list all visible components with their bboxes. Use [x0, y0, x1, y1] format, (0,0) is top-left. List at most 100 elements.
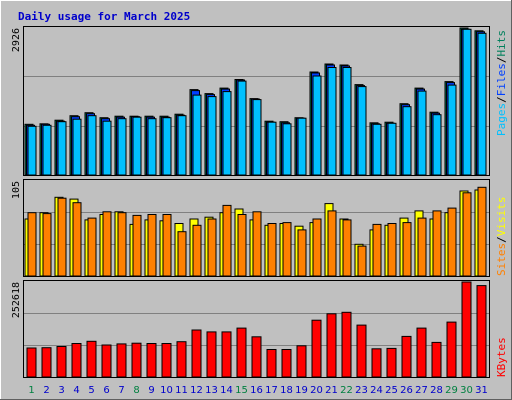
legend-kbytes: KBytes [495, 337, 508, 377]
x-label-day-10: 10 [160, 385, 173, 396]
bar-sites-day-13 [207, 218, 217, 277]
x-label-day-14: 14 [220, 385, 233, 396]
bar-pages-day-8 [132, 116, 142, 176]
legend-entry-0-0: Pages [495, 103, 508, 136]
x-label-day-16: 16 [250, 385, 263, 396]
bar-kbytes-day-18 [281, 349, 292, 378]
bar-kbytes-day-12 [191, 329, 202, 378]
bar-kbytes-day-31 [476, 285, 487, 378]
bar-sites-day-21 [327, 210, 337, 277]
bar-pages-day-5 [87, 115, 97, 176]
legend-entry-0-4: Hits [495, 30, 508, 57]
bar-kbytes-day-16 [251, 336, 262, 378]
bar-sites-day-29 [447, 207, 457, 277]
bar-kbytes-day-1 [26, 347, 37, 378]
bar-kbytes-day-15 [236, 327, 247, 378]
x-label-day-17: 17 [265, 385, 278, 396]
bar-pages-day-4 [72, 118, 82, 176]
bar-pages-day-31 [477, 32, 487, 176]
bar-pages-day-16 [252, 99, 262, 176]
x-label-day-15: 15 [235, 385, 248, 396]
bar-sites-day-3 [57, 197, 67, 277]
x-label-day-7: 7 [118, 385, 124, 396]
bar-kbytes-day-27 [416, 327, 427, 378]
bars-hits-files-pages [24, 27, 487, 176]
x-label-day-28: 28 [430, 385, 443, 396]
bar-kbytes-day-2 [41, 347, 52, 378]
bar-pages-day-2 [42, 124, 52, 176]
bar-kbytes-day-30 [461, 281, 472, 378]
bar-kbytes-day-20 [311, 319, 322, 378]
ymax-label-visits: 105 [11, 181, 22, 199]
bar-kbytes-day-22 [341, 311, 352, 378]
x-label-day-21: 21 [325, 385, 338, 396]
bar-kbytes-day-19 [296, 345, 307, 378]
bar-sites-day-22 [342, 219, 352, 277]
bar-sites-day-23 [357, 245, 367, 277]
x-label-day-11: 11 [175, 385, 188, 396]
bar-sites-day-16 [252, 211, 262, 277]
bar-kbytes-day-6 [101, 344, 112, 378]
x-label-day-19: 19 [295, 385, 308, 396]
bar-sites-day-12 [192, 224, 202, 277]
bar-kbytes-day-8 [131, 342, 142, 378]
bar-sites-day-18 [282, 222, 292, 277]
bar-pages-day-7 [117, 118, 127, 176]
bar-pages-day-30 [462, 28, 472, 176]
bar-pages-day-26 [402, 106, 412, 176]
bars-kbytes [26, 281, 487, 378]
x-label-day-13: 13 [205, 385, 218, 396]
legend-entry-0-3: / [495, 57, 508, 64]
bar-pages-day-24 [372, 123, 382, 176]
x-label-day-22: 22 [340, 385, 353, 396]
bar-sites-day-25 [387, 223, 397, 277]
bar-kbytes-day-26 [401, 335, 412, 378]
x-label-day-18: 18 [280, 385, 293, 396]
x-label-day-29: 29 [445, 385, 458, 396]
x-label-day-30: 30 [460, 385, 473, 396]
legend-entry-1-1: / [495, 236, 508, 243]
bars-visits-sites [24, 186, 487, 277]
legend-entry-1-0: Sites [495, 243, 508, 276]
x-label-day-2: 2 [43, 385, 49, 396]
bar-sites-day-20 [312, 218, 322, 277]
bar-kbytes-day-21 [326, 313, 337, 378]
bar-pages-day-27 [417, 90, 427, 176]
x-label-day-20: 20 [310, 385, 323, 396]
bar-kbytes-day-29 [446, 321, 457, 378]
legend-entry-1-2: Visits [495, 197, 508, 237]
bar-kbytes-day-28 [431, 341, 442, 378]
bar-kbytes-day-25 [386, 347, 397, 378]
bar-kbytes-day-23 [356, 324, 367, 378]
bar-kbytes-day-9 [146, 343, 157, 378]
ymax-label-hits: 2926 [11, 28, 22, 52]
bar-kbytes-day-17 [266, 349, 277, 378]
x-label-day-6: 6 [103, 385, 109, 396]
x-label-day-8: 8 [133, 385, 139, 396]
x-axis-labels: 1 2 3 4 5 6 7 8 9 10 11 12 13 14 15 16 17 18 19 20 21 22 23 24 2… [28, 385, 488, 396]
legend-entry-0-1: / [495, 96, 508, 103]
bar-kbytes-day-14 [221, 331, 232, 378]
x-label-day-5: 5 [88, 385, 94, 396]
bar-kbytes-day-4 [71, 343, 82, 378]
bar-sites-day-5 [87, 217, 97, 277]
bar-sites-day-2 [42, 213, 52, 277]
bar-pages-day-19 [297, 117, 307, 176]
bar-kbytes-day-10 [161, 343, 172, 378]
legend-visits: Sites/Visits [495, 197, 508, 277]
bar-pages-day-23 [357, 86, 367, 176]
legend-entry-2-0: KBytes [495, 337, 508, 377]
bar-kbytes-day-13 [206, 331, 217, 378]
bar-pages-day-1 [27, 125, 37, 176]
bar-sites-day-31 [477, 186, 487, 277]
bar-kbytes-day-7 [116, 343, 127, 378]
bar-sites-day-28 [432, 210, 442, 277]
bar-pages-day-28 [432, 114, 442, 176]
bar-sites-day-24 [372, 223, 382, 277]
bar-pages-day-22 [342, 67, 352, 176]
x-label-day-1: 1 [28, 385, 34, 396]
bar-pages-day-15 [237, 80, 247, 176]
bar-kbytes-day-11 [176, 341, 187, 378]
ymax-label-kbytes: 252618 [11, 282, 22, 318]
